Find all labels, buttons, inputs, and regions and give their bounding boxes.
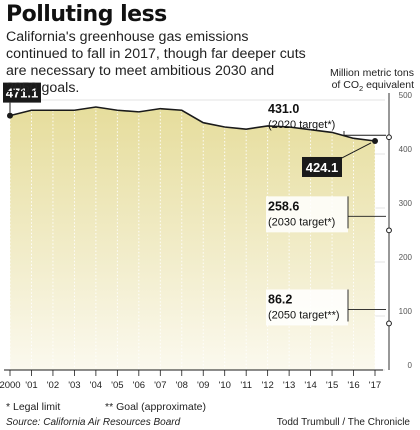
target-label-bg [266, 196, 348, 233]
x-tick-label: '06 [133, 380, 145, 391]
target-label: (2030 target*) [268, 216, 335, 228]
footnote-goal: ** Goal (approximate) [105, 401, 206, 413]
y-unit-line1: Million metric tons [329, 67, 414, 79]
target-marker [386, 320, 392, 327]
target-value: 258.6 [268, 199, 299, 213]
value-labels: 471.1 424.1 [3, 82, 372, 177]
target-label: (2020 target*) [268, 119, 335, 131]
end-label-box [302, 156, 342, 177]
x-axis: 2000 '01 '02 '03 '04 '05 '06 '07 '08 '09 '10 '11 '12… [0, 369, 383, 391]
chart-title: Polluting less [6, 2, 167, 27]
x-tick-label: '14 [304, 380, 316, 391]
area-fill [10, 107, 375, 371]
x-tick-label: 2000 [0, 380, 21, 391]
y-tick-label: 300 [399, 199, 413, 208]
series-line [9, 106, 376, 142]
target-label-bg [266, 289, 348, 326]
y-axis: 0 100 200 300 400 500 [399, 91, 413, 370]
start-point [7, 112, 13, 119]
start-value-label: 471.1 [6, 86, 39, 101]
x-tick-label: '09 [197, 380, 209, 391]
y-tick-label: 500 [399, 91, 413, 100]
x-tick-label: '01 [25, 380, 37, 391]
x-tick-label: '13 [283, 380, 295, 391]
x-tick-label: '07 [154, 380, 166, 391]
x-tick-label: '12 [261, 380, 273, 391]
targets: 431.0 (2020 target*) 258.6 (2030 target*) 86… [266, 93, 392, 370]
x-tick-label: '10 [219, 380, 231, 391]
y-tick-label: 400 [399, 145, 413, 154]
target-label: (2050 target**) [268, 309, 340, 321]
chart-subtitle: California's greenhouse gas emissions co… [6, 29, 306, 96]
end-point [372, 137, 378, 144]
end-value-label: 424.1 [306, 160, 339, 175]
area-series [7, 106, 378, 371]
end-label-leader [339, 142, 372, 160]
x-tick-label: '02 [47, 380, 59, 391]
x-tick-label: '04 [90, 380, 102, 391]
footnote-legal: * Legal limit [6, 401, 61, 413]
x-tick-label: '03 [68, 380, 80, 391]
start-label-box [3, 82, 41, 103]
y-axis-unit: Million metric tons of CO2 equivalent [294, 67, 414, 95]
x-tick-label: '17 [369, 380, 381, 391]
credit-note: Todd Trumbull / The Chronicle [276, 417, 410, 428]
x-tick-label: '16 [347, 380, 359, 391]
x-tick-label: '15 [326, 380, 338, 391]
y-tick-label: 0 [408, 361, 413, 370]
x-tick-label: '05 [111, 380, 123, 391]
target-marker [386, 134, 392, 141]
x-tick-label: '11 [240, 380, 252, 391]
source-note: Source: California Air Resources Board [6, 417, 181, 428]
target-value: 86.2 [268, 292, 292, 306]
y-tick-label: 100 [399, 307, 413, 316]
target-value: 431.0 [268, 102, 299, 116]
y-tick-label: 200 [399, 253, 413, 262]
y-unit-line2: of CO2 equivalent [331, 79, 414, 94]
x-tick-label: '08 [176, 380, 188, 391]
target-marker [386, 227, 392, 234]
